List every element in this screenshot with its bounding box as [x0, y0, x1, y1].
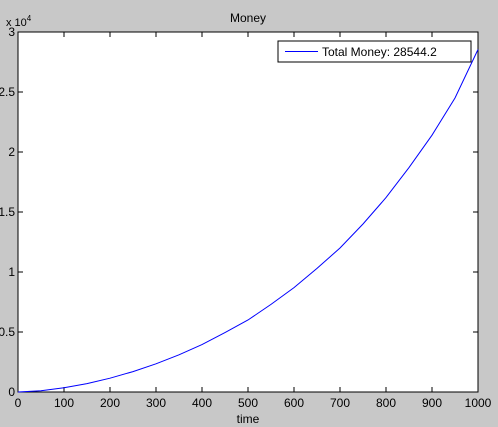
y-tick-label: 2.5: [0, 85, 15, 99]
y-axis-ticks: 0 0.5 1 1.5 2 2.5 3: [0, 25, 478, 399]
legend-entry-total-money: Total Money: 28544.2: [322, 45, 437, 59]
x-tick-label: 800: [376, 396, 396, 410]
y-exponent-label: x 104: [6, 14, 32, 29]
y-exponent-base: x 10: [6, 17, 27, 29]
y-tick-label: 0: [8, 385, 15, 399]
y-tick-label: 2: [8, 145, 15, 159]
series-line-total-money: [17, 49, 479, 393]
series-layer: [17, 49, 479, 393]
x-tick-label: 600: [284, 396, 304, 410]
y-tick-label: 1: [8, 265, 15, 279]
x-tick-label: 100: [54, 396, 74, 410]
x-tick-label: 1000: [465, 396, 492, 410]
x-axis-label: time: [237, 412, 260, 426]
legend: Total Money: 28544.2: [277, 40, 472, 63]
y-tick-label: 1.5: [0, 205, 15, 219]
x-tick-label: 300: [146, 396, 166, 410]
x-tick-label: 900: [422, 396, 442, 410]
x-axis-ticks: 0 100 200 300 400 500 600 700 800 900 1000: [15, 32, 492, 410]
legend-box: [277, 40, 472, 63]
plot-area: [17, 31, 479, 393]
x-tick-label: 700: [330, 396, 350, 410]
x-tick-label: 400: [192, 396, 212, 410]
x-tick-label: 500: [238, 396, 258, 410]
x-tick-label: 0: [15, 396, 22, 410]
y-exponent-power: 4: [27, 14, 32, 23]
y-tick-label: 0.5: [0, 325, 15, 339]
chart-title: Money: [230, 11, 266, 25]
y-tick-label: 3: [8, 25, 15, 39]
x-tick-label: 200: [100, 396, 120, 410]
